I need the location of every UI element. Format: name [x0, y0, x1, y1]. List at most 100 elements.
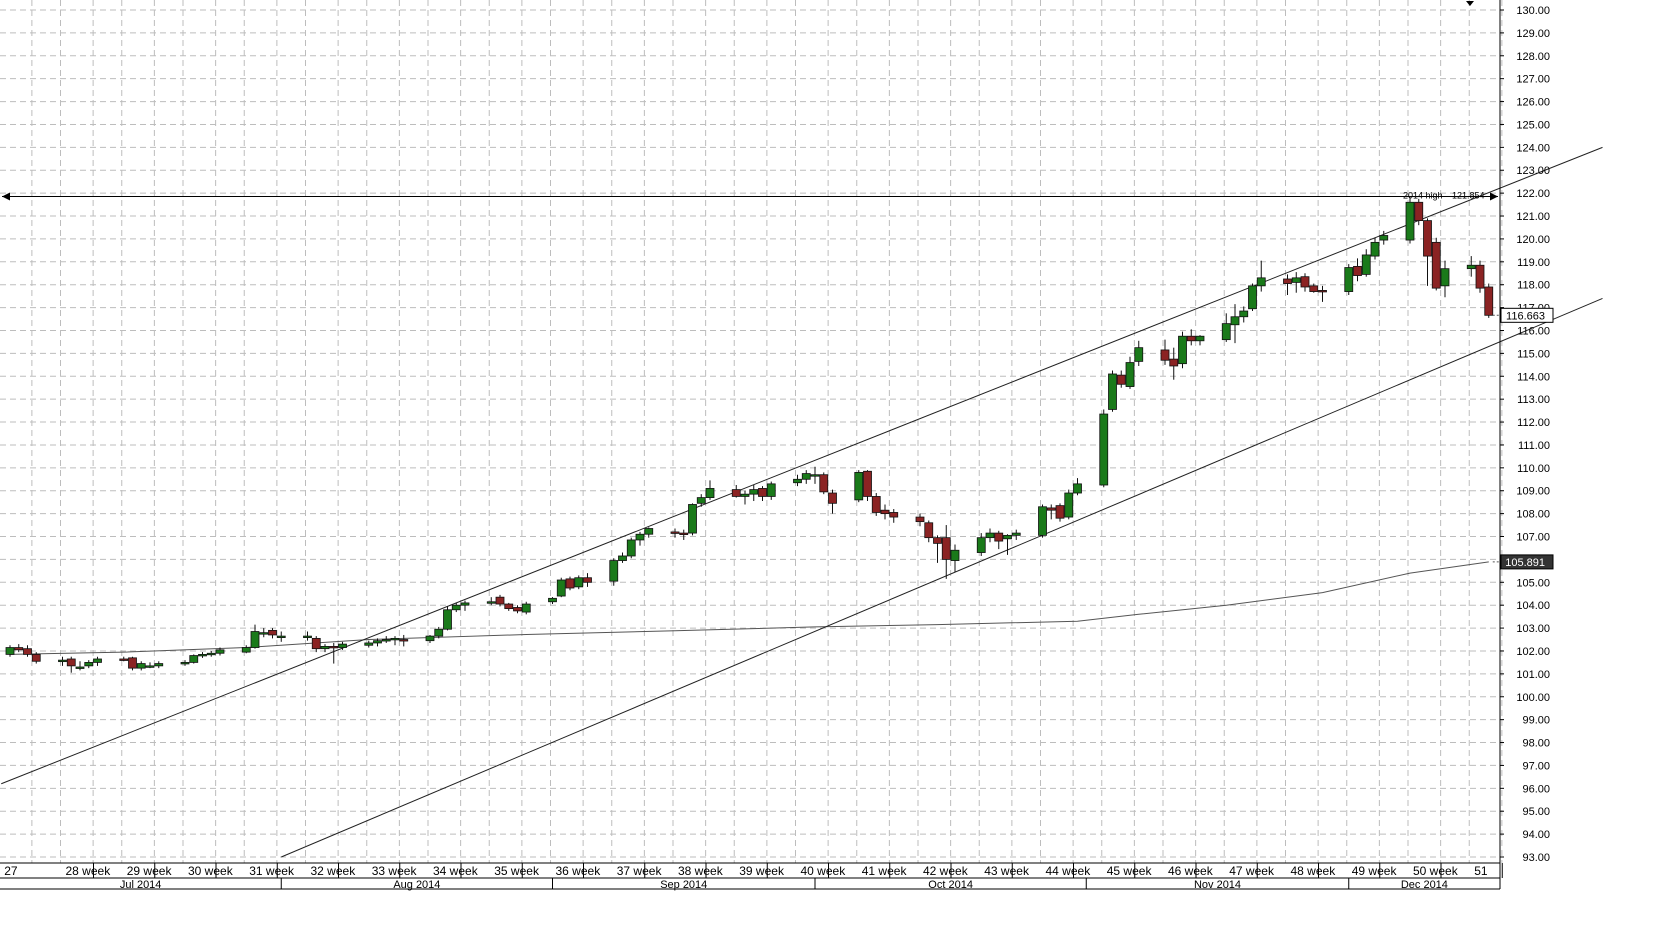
- candle-up: [1440, 268, 1450, 287]
- candle-up: [976, 537, 986, 553]
- candle-up: [58, 659, 67, 663]
- candle-up: [548, 597, 557, 603]
- candle-up: [136, 663, 146, 669]
- candle-up: [215, 649, 225, 654]
- candle-down: [1431, 241, 1441, 289]
- y-tick-label: 115.00: [1517, 348, 1550, 360]
- y-tick-label: 108.00: [1516, 509, 1550, 521]
- candle-up: [1178, 335, 1187, 365]
- candle-up: [451, 604, 461, 611]
- week-label: 38 week: [678, 864, 724, 878]
- candle-up: [180, 662, 190, 665]
- y-tick-label: 102.00: [1516, 646, 1550, 658]
- y-tick-label: 101.00: [1516, 669, 1550, 681]
- candle-down: [1186, 335, 1196, 342]
- candle-down: [933, 537, 942, 544]
- candle-up: [154, 663, 164, 667]
- y-tick-label: 120.00: [1516, 234, 1550, 246]
- candle-down: [268, 629, 277, 636]
- week-label: 42 week: [923, 864, 969, 878]
- week-label: 45 week: [1107, 864, 1153, 878]
- candle-up: [1221, 323, 1231, 341]
- candle-down: [1283, 278, 1292, 284]
- candle-up: [425, 635, 435, 642]
- candle-up: [1108, 373, 1117, 410]
- candle-up: [5, 647, 15, 655]
- y-tick-label: 113.00: [1517, 394, 1550, 406]
- y-tick-label: 95.00: [1522, 806, 1550, 818]
- candle-down: [1414, 201, 1424, 222]
- week-label: 40 week: [801, 864, 847, 878]
- candle-up: [93, 658, 102, 663]
- y-tick-label: 98.00: [1522, 738, 1550, 750]
- candle-down: [565, 578, 575, 589]
- candle-down: [941, 537, 951, 560]
- channel-upper-line: [1, 146, 1603, 785]
- candle-up: [556, 579, 566, 597]
- price-label-text: 105.891: [1505, 557, 1545, 569]
- y-tick-label: 105.00: [1516, 577, 1550, 589]
- candle-up: [145, 665, 155, 668]
- candle-down: [1484, 286, 1494, 316]
- candle-up: [644, 528, 654, 535]
- y-tick-label: 124.00: [1516, 142, 1550, 154]
- candle-up: [793, 478, 802, 484]
- candle-up: [486, 601, 496, 604]
- chevron-down-icon: [1466, 1, 1474, 6]
- week-label: 43 week: [984, 864, 1030, 878]
- candle-down: [1423, 220, 1432, 257]
- candle-down: [66, 658, 76, 667]
- candle-up: [854, 472, 864, 501]
- candle-up: [950, 549, 960, 561]
- week-label: 32 week: [311, 864, 357, 878]
- week-label: 50 week: [1413, 864, 1459, 878]
- candle-down: [1475, 264, 1485, 289]
- candle-up: [1134, 347, 1144, 362]
- candle-up: [206, 652, 216, 656]
- moving-average-line: [9, 561, 1489, 655]
- week-label: 44 week: [1046, 864, 1092, 878]
- week-label: 35 week: [494, 864, 540, 878]
- week-label: 36 week: [556, 864, 602, 878]
- candle-up: [1003, 534, 1012, 540]
- candle-down: [1169, 358, 1179, 367]
- y-tick-label: 122.00: [1516, 188, 1550, 200]
- month-label: Jul 2014: [120, 879, 162, 891]
- week-label: 47 week: [1229, 864, 1275, 878]
- candle-down: [311, 637, 321, 650]
- candle-up: [749, 489, 759, 495]
- y-tick-label: 121.00: [1516, 211, 1550, 223]
- y-tick-label: 126.00: [1516, 97, 1550, 109]
- candle-up: [574, 577, 584, 588]
- y-tick-label: 93.00: [1522, 852, 1550, 864]
- candle-up: [390, 637, 400, 641]
- candle-up: [801, 473, 811, 480]
- candle-up: [626, 539, 636, 557]
- candle-down: [670, 531, 680, 534]
- y-tick-label: 118.00: [1517, 280, 1550, 292]
- candle-down: [1300, 276, 1310, 288]
- y-tick-label: 100.00: [1516, 692, 1550, 704]
- y-tick-label: 99.00: [1522, 715, 1550, 727]
- candle-up: [250, 631, 260, 648]
- channel-lower-line: [281, 297, 1603, 858]
- candle-up: [1230, 316, 1240, 326]
- candle-up: [521, 603, 531, 613]
- candle-up: [1361, 254, 1371, 275]
- week-label: 31 week: [249, 864, 295, 878]
- x-axis: 27 28 week 29 week 30 week 31 week 32 week 33 …: [0, 862, 1503, 891]
- high-line-right-arrow: [1490, 192, 1498, 201]
- candle-down: [495, 596, 505, 605]
- week-label: 46 week: [1168, 864, 1214, 878]
- grid-layer: [0, 0, 1503, 863]
- candle-up: [1125, 362, 1135, 387]
- y-tick-label: 96.00: [1522, 783, 1550, 795]
- candle-up: [1195, 335, 1205, 342]
- candle-down: [880, 509, 890, 515]
- candle-down: [915, 516, 925, 523]
- week-label: 29 week: [127, 864, 173, 878]
- week-label: 49 week: [1352, 864, 1398, 878]
- candle-up: [696, 497, 706, 504]
- y-tick-label: 129.00: [1516, 28, 1550, 40]
